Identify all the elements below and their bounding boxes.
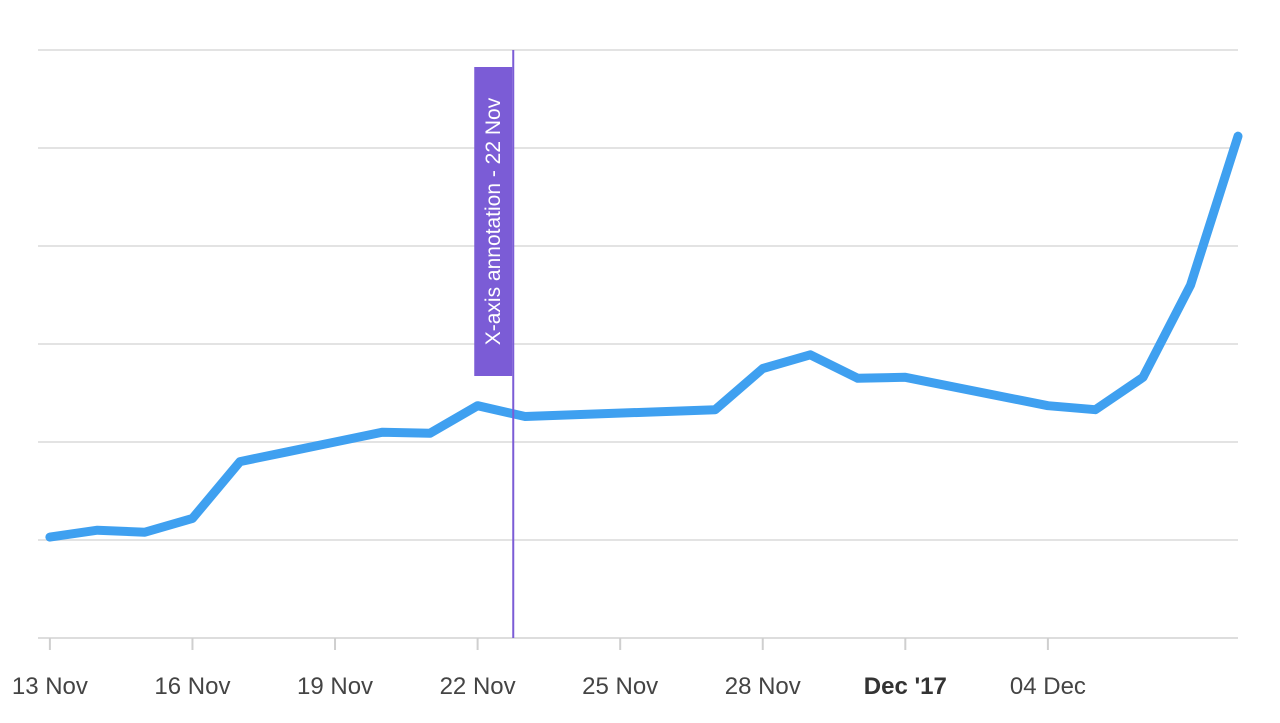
- series-line: [45, 131, 1243, 542]
- x-tick-label: 16 Nov: [154, 673, 230, 700]
- x-tick-label: 25 Nov: [582, 673, 658, 700]
- x-tick-label: 04 Dec: [1010, 673, 1086, 700]
- annotation-label: X-axis annotation - 22 Nov: [482, 97, 505, 345]
- grid-layer: [38, 49, 1238, 639]
- x-tick-label: Dec '17: [864, 673, 947, 700]
- x-tick-label: 22 Nov: [440, 673, 516, 700]
- annotation-label-box: [474, 67, 513, 376]
- series-layer: [45, 131, 1243, 542]
- x-tick-label: 19 Nov: [297, 673, 373, 700]
- annotation-layer: X-axis annotation - 22 Nov: [474, 50, 515, 638]
- x-tick-label: 28 Nov: [725, 673, 801, 700]
- x-tick-label: 13 Nov: [12, 673, 88, 700]
- x-axis: 13 Nov 16 Nov 19 Nov 22 Nov 25 Nov 28 Nov Dec …: [12, 638, 1086, 700]
